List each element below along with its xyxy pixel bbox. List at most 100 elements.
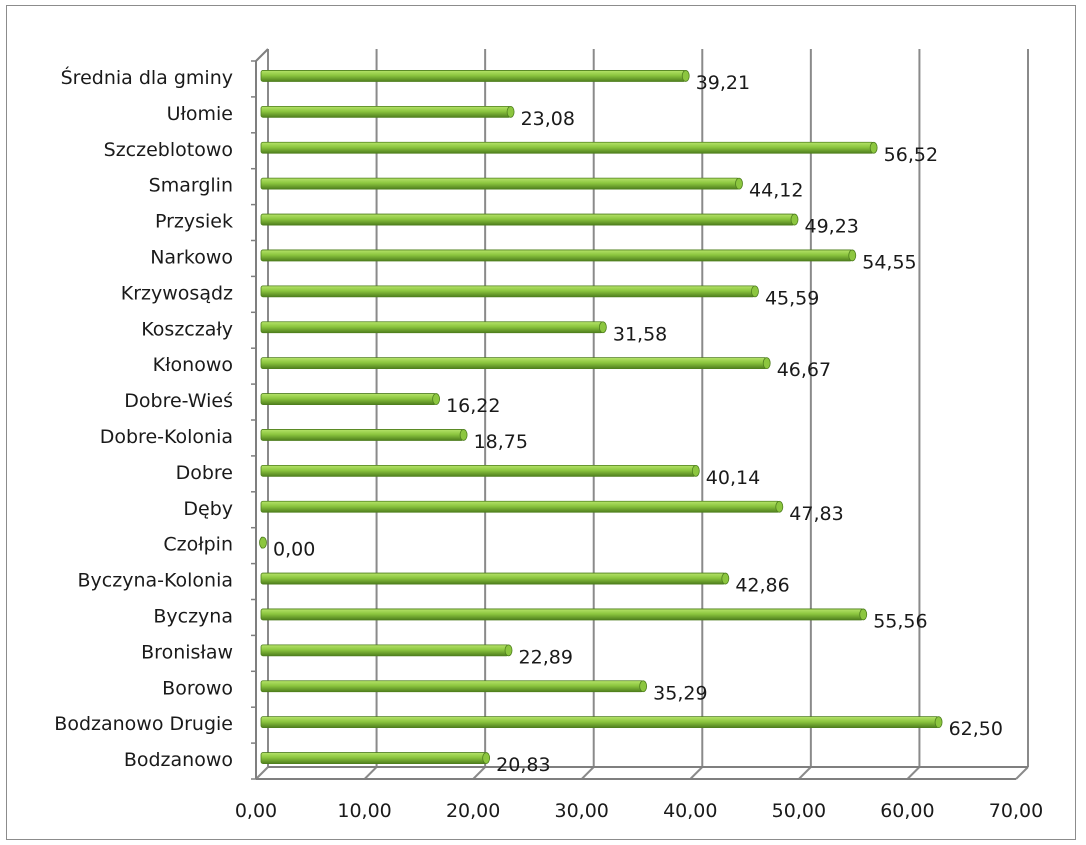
data-label: 23,08 — [521, 108, 575, 130]
bar — [260, 177, 740, 190]
gridline-floor — [1015, 766, 1029, 780]
category-label: Dęby — [183, 498, 233, 520]
bar — [260, 321, 604, 334]
bar-chart: 0,00 10,00 20,00 30,00 40,00 50,00 60,00 70,00 B… — [54, 48, 1043, 822]
x-tick-label: 50,00 — [772, 800, 826, 822]
gridline-floor — [363, 766, 378, 780]
category-label: Bronisław — [141, 641, 233, 663]
category-label: Byczyna — [153, 605, 233, 627]
data-label: 39,21 — [696, 72, 750, 94]
gridlines — [255, 49, 1029, 780]
category-label: Borowo — [162, 677, 233, 699]
data-label: 47,83 — [789, 503, 843, 525]
y-axis-top — [255, 48, 269, 62]
category-label: Smarglin — [149, 175, 233, 197]
x-tick-label: 60,00 — [880, 800, 934, 822]
bar-cap — [775, 500, 784, 513]
data-label: 54,55 — [862, 251, 916, 273]
data-label: 35,29 — [653, 682, 707, 704]
gridline-floor — [689, 766, 703, 780]
bar-cap — [721, 572, 730, 585]
bar-cap — [504, 644, 513, 657]
bar — [260, 644, 509, 657]
category-label: Przysiek — [155, 211, 233, 233]
x-tick-label: 40,00 — [663, 800, 717, 822]
data-label: 49,23 — [804, 216, 858, 238]
chart-area: 0,00 10,00 20,00 30,00 40,00 50,00 60,00 70,00 B… — [6, 5, 1076, 840]
x-tick-label: 70,00 — [989, 800, 1043, 822]
bar-cap — [790, 213, 799, 226]
category-label: Kłonowo — [153, 354, 233, 376]
bar-cap — [869, 141, 878, 154]
bar — [260, 285, 756, 298]
bar-cap — [259, 536, 267, 549]
data-label: 46,67 — [777, 359, 831, 381]
bar — [260, 429, 464, 441]
data-label: 18,75 — [474, 431, 528, 453]
bar — [260, 393, 437, 405]
bar — [260, 608, 864, 621]
bar-cap — [506, 105, 515, 118]
x-tick-label: 0,00 — [235, 800, 277, 822]
x-tick-label: 20,00 — [446, 800, 500, 822]
data-label: 16,22 — [446, 395, 500, 417]
category-label: Szczeblotowo — [104, 139, 233, 161]
bar — [260, 716, 939, 729]
x-tick-label: 10,00 — [337, 800, 391, 822]
bar-cap — [432, 393, 441, 405]
data-label: 20,83 — [496, 754, 550, 776]
bar — [260, 464, 697, 477]
bar-cap — [751, 285, 759, 298]
category-label: Byczyna-Kolonia — [78, 570, 234, 592]
x-tick-label: 30,00 — [555, 800, 609, 822]
data-label: 44,12 — [749, 180, 803, 202]
labels: 0,00 10,00 20,00 30,00 40,00 50,00 60,00 70,00 B… — [54, 65, 1043, 822]
data-label: 62,50 — [949, 718, 1003, 740]
data-label: 45,59 — [765, 287, 819, 309]
bar-cap — [681, 70, 690, 82]
bars — [259, 70, 943, 764]
category-label: Narkowo — [150, 246, 233, 268]
gridline-floor — [581, 766, 595, 780]
gridline-floor — [798, 766, 812, 780]
category-label: Dobre — [176, 462, 233, 484]
category-label: Krzywosądz — [121, 282, 233, 304]
bar — [260, 105, 511, 118]
category-label: Ułomie — [167, 103, 233, 125]
bar-cap — [848, 249, 857, 262]
bar — [260, 70, 687, 82]
bar — [260, 249, 853, 262]
data-label: 42,86 — [735, 575, 789, 597]
bar — [260, 680, 644, 693]
bar-cap — [762, 357, 771, 370]
category-label: Czołpin — [163, 534, 233, 556]
gridline-floor — [255, 766, 269, 780]
bar-cap — [459, 429, 468, 441]
data-label: 31,58 — [613, 323, 667, 345]
bar-cap — [735, 177, 743, 190]
bar — [260, 572, 726, 585]
bar-cap — [598, 321, 607, 334]
bar-cap — [482, 752, 491, 764]
category-label: Dobre-Kolonia — [100, 426, 233, 448]
data-label: 22,89 — [519, 646, 573, 668]
bar-cap — [859, 608, 868, 621]
bar — [260, 752, 487, 764]
bar-cap — [691, 464, 700, 477]
category-label: Średnia dla gminy — [61, 65, 233, 89]
bar — [260, 500, 780, 513]
category-label: Dobre-Wieś — [124, 390, 233, 412]
bar-cap — [639, 680, 648, 693]
gridline-floor — [472, 766, 486, 780]
axes — [251, 48, 1028, 780]
bar — [260, 357, 768, 370]
data-label: 40,14 — [706, 467, 760, 489]
category-label: Bodzanowo Drugie — [54, 713, 233, 735]
category-label: Bodzanowo — [124, 749, 233, 771]
gridline-floor — [906, 766, 921, 780]
bar — [260, 213, 795, 226]
bar — [260, 141, 875, 154]
data-label: 55,56 — [873, 610, 927, 632]
category-label: Koszczały — [141, 318, 233, 340]
data-label: 0,00 — [273, 539, 315, 561]
